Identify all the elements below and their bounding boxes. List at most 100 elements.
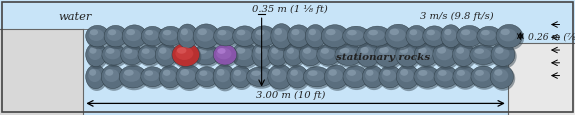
Ellipse shape <box>141 49 155 60</box>
Ellipse shape <box>470 47 499 67</box>
Ellipse shape <box>362 66 384 88</box>
Ellipse shape <box>328 70 337 76</box>
Ellipse shape <box>292 30 300 36</box>
Ellipse shape <box>121 46 144 68</box>
Ellipse shape <box>304 68 332 89</box>
Ellipse shape <box>230 66 251 88</box>
Text: stationary rocks: stationary rocks <box>336 53 431 62</box>
Ellipse shape <box>438 70 447 76</box>
Ellipse shape <box>86 43 106 67</box>
Ellipse shape <box>213 27 238 47</box>
Ellipse shape <box>367 30 385 41</box>
Ellipse shape <box>159 28 185 49</box>
Ellipse shape <box>417 48 432 60</box>
Ellipse shape <box>346 70 362 82</box>
Ellipse shape <box>493 69 508 82</box>
Ellipse shape <box>138 45 160 65</box>
Ellipse shape <box>457 48 464 54</box>
Ellipse shape <box>366 70 373 76</box>
Ellipse shape <box>470 45 497 65</box>
Ellipse shape <box>233 70 247 82</box>
Ellipse shape <box>365 70 379 82</box>
Ellipse shape <box>119 66 147 88</box>
Ellipse shape <box>255 47 263 54</box>
Ellipse shape <box>287 48 294 54</box>
Ellipse shape <box>158 48 172 60</box>
Ellipse shape <box>434 67 458 88</box>
Ellipse shape <box>104 69 119 82</box>
Ellipse shape <box>141 67 164 87</box>
Ellipse shape <box>288 27 312 50</box>
Ellipse shape <box>86 26 109 47</box>
Ellipse shape <box>427 30 435 36</box>
Ellipse shape <box>193 25 220 49</box>
Ellipse shape <box>409 30 423 42</box>
Ellipse shape <box>88 69 101 82</box>
Ellipse shape <box>437 70 453 82</box>
Ellipse shape <box>255 30 271 41</box>
Ellipse shape <box>122 26 147 48</box>
Ellipse shape <box>231 67 253 90</box>
Ellipse shape <box>300 45 323 69</box>
Ellipse shape <box>398 47 414 61</box>
Ellipse shape <box>382 70 396 82</box>
Ellipse shape <box>180 29 193 42</box>
Ellipse shape <box>406 26 427 47</box>
Ellipse shape <box>86 27 111 50</box>
Ellipse shape <box>122 70 140 82</box>
Ellipse shape <box>343 28 371 49</box>
Ellipse shape <box>156 45 178 69</box>
Ellipse shape <box>108 30 116 36</box>
Ellipse shape <box>363 27 391 47</box>
Ellipse shape <box>106 49 114 54</box>
Ellipse shape <box>198 29 207 36</box>
Ellipse shape <box>423 27 446 47</box>
Ellipse shape <box>89 30 104 42</box>
Ellipse shape <box>179 69 196 82</box>
Ellipse shape <box>90 30 98 36</box>
Ellipse shape <box>347 30 356 36</box>
Ellipse shape <box>409 30 417 36</box>
Ellipse shape <box>177 48 186 54</box>
Ellipse shape <box>321 25 348 48</box>
Ellipse shape <box>105 49 121 60</box>
Ellipse shape <box>193 45 219 65</box>
Ellipse shape <box>235 47 252 61</box>
Ellipse shape <box>247 67 274 87</box>
Ellipse shape <box>236 48 246 54</box>
Ellipse shape <box>379 66 401 88</box>
Ellipse shape <box>145 71 153 76</box>
Ellipse shape <box>303 48 311 54</box>
Ellipse shape <box>237 30 246 36</box>
Ellipse shape <box>159 48 167 54</box>
Ellipse shape <box>181 69 189 76</box>
Ellipse shape <box>216 49 232 60</box>
Ellipse shape <box>144 71 159 82</box>
Ellipse shape <box>271 26 294 52</box>
Ellipse shape <box>252 28 278 49</box>
Ellipse shape <box>217 49 225 54</box>
Ellipse shape <box>434 44 460 70</box>
Ellipse shape <box>378 47 396 61</box>
Ellipse shape <box>340 48 350 54</box>
Ellipse shape <box>217 69 224 76</box>
Ellipse shape <box>86 65 106 89</box>
Ellipse shape <box>385 26 413 51</box>
Ellipse shape <box>380 67 403 90</box>
Ellipse shape <box>155 44 177 66</box>
Ellipse shape <box>86 66 108 91</box>
Ellipse shape <box>364 28 393 49</box>
Text: 3 m/s (9.8 ft/s): 3 m/s (9.8 ft/s) <box>420 12 494 21</box>
Ellipse shape <box>181 29 188 36</box>
Ellipse shape <box>175 48 193 60</box>
Ellipse shape <box>125 30 141 42</box>
Ellipse shape <box>252 43 273 67</box>
Ellipse shape <box>272 69 281 76</box>
Ellipse shape <box>271 69 286 83</box>
Ellipse shape <box>501 29 510 36</box>
Ellipse shape <box>102 45 126 65</box>
Text: 3.00 m (10 ft): 3.00 m (10 ft) <box>256 90 325 99</box>
Ellipse shape <box>415 45 440 69</box>
Ellipse shape <box>196 29 213 42</box>
Ellipse shape <box>196 68 220 89</box>
